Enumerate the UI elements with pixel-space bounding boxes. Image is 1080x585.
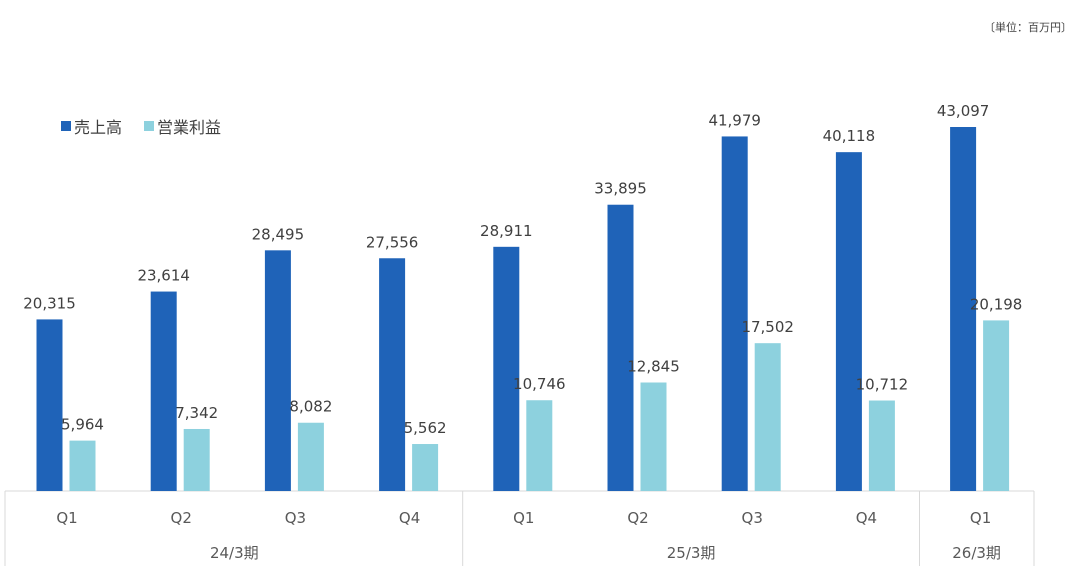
data-label-operating-profit: 12,845 — [627, 358, 680, 376]
group-label: 25/3期 — [667, 544, 716, 562]
bar-sales — [835, 152, 862, 491]
data-label-operating-profit: 5,562 — [404, 419, 447, 437]
bar-operating-profit — [412, 444, 439, 491]
legend-label-sales: 売上高 — [74, 118, 123, 137]
bar-operating-profit — [754, 343, 781, 491]
category-tick-label: Q1 — [56, 509, 77, 527]
category-tick-label: Q4 — [856, 509, 877, 527]
legend-item-operating-profit: 営業利益 — [144, 114, 221, 138]
data-label-sales: 23,614 — [137, 267, 190, 285]
data-label-operating-profit: 8,082 — [289, 398, 332, 416]
bar-sales — [36, 319, 63, 491]
data-label-operating-profit: 17,502 — [741, 318, 794, 336]
category-tick-label: Q3 — [742, 509, 763, 527]
bar-sales — [493, 246, 520, 491]
legend-item-sales: 売上高 — [61, 114, 122, 138]
legend-swatch-sales — [61, 121, 71, 131]
category-tick-label: Q2 — [627, 509, 648, 527]
category-tick-label: Q1 — [970, 509, 991, 527]
bar-operating-profit — [868, 400, 895, 491]
bar-sales — [379, 258, 406, 491]
data-label-operating-profit: 10,746 — [513, 375, 566, 393]
data-label-operating-profit: 7,342 — [175, 404, 218, 422]
legend: 売上高 営業利益 — [61, 114, 221, 138]
bar-sales — [150, 291, 177, 491]
group-label: 24/3期 — [210, 544, 259, 562]
bar-operating-profit — [69, 440, 96, 491]
category-tick-label: Q3 — [285, 509, 306, 527]
data-label-sales: 27,556 — [366, 233, 419, 251]
bar-sales — [721, 136, 748, 492]
category-tick-label: Q2 — [171, 509, 192, 527]
bar-operating-profit — [297, 422, 324, 491]
bar-sales — [264, 250, 291, 491]
data-label-operating-profit: 20,198 — [970, 295, 1023, 313]
data-label-operating-profit: 5,964 — [61, 416, 104, 434]
bar-sales — [950, 127, 977, 491]
category-tick-label: Q4 — [399, 509, 420, 527]
data-label-operating-profit: 10,712 — [856, 376, 909, 394]
unit-label: 〔単位：百万円〕 — [984, 21, 1072, 34]
data-label-sales: 40,118 — [823, 127, 876, 145]
data-label-sales: 20,315 — [23, 294, 76, 312]
bar-operating-profit — [183, 428, 210, 491]
legend-swatch-operating-profit — [144, 121, 155, 131]
bar-sales — [607, 204, 634, 491]
legend-label-operating-profit: 営業利益 — [157, 118, 222, 137]
bar-operating-profit — [983, 320, 1010, 491]
data-label-sales: 28,911 — [480, 222, 533, 240]
data-label-sales: 28,495 — [252, 225, 305, 243]
bar-operating-profit — [526, 400, 553, 491]
bar-operating-profit — [640, 382, 667, 491]
group-label: 26/3期 — [952, 544, 1001, 562]
category-tick-label: Q1 — [513, 509, 534, 527]
data-label-sales: 41,979 — [708, 111, 761, 129]
data-label-sales: 43,097 — [937, 102, 990, 120]
data-label-sales: 33,895 — [594, 180, 647, 198]
